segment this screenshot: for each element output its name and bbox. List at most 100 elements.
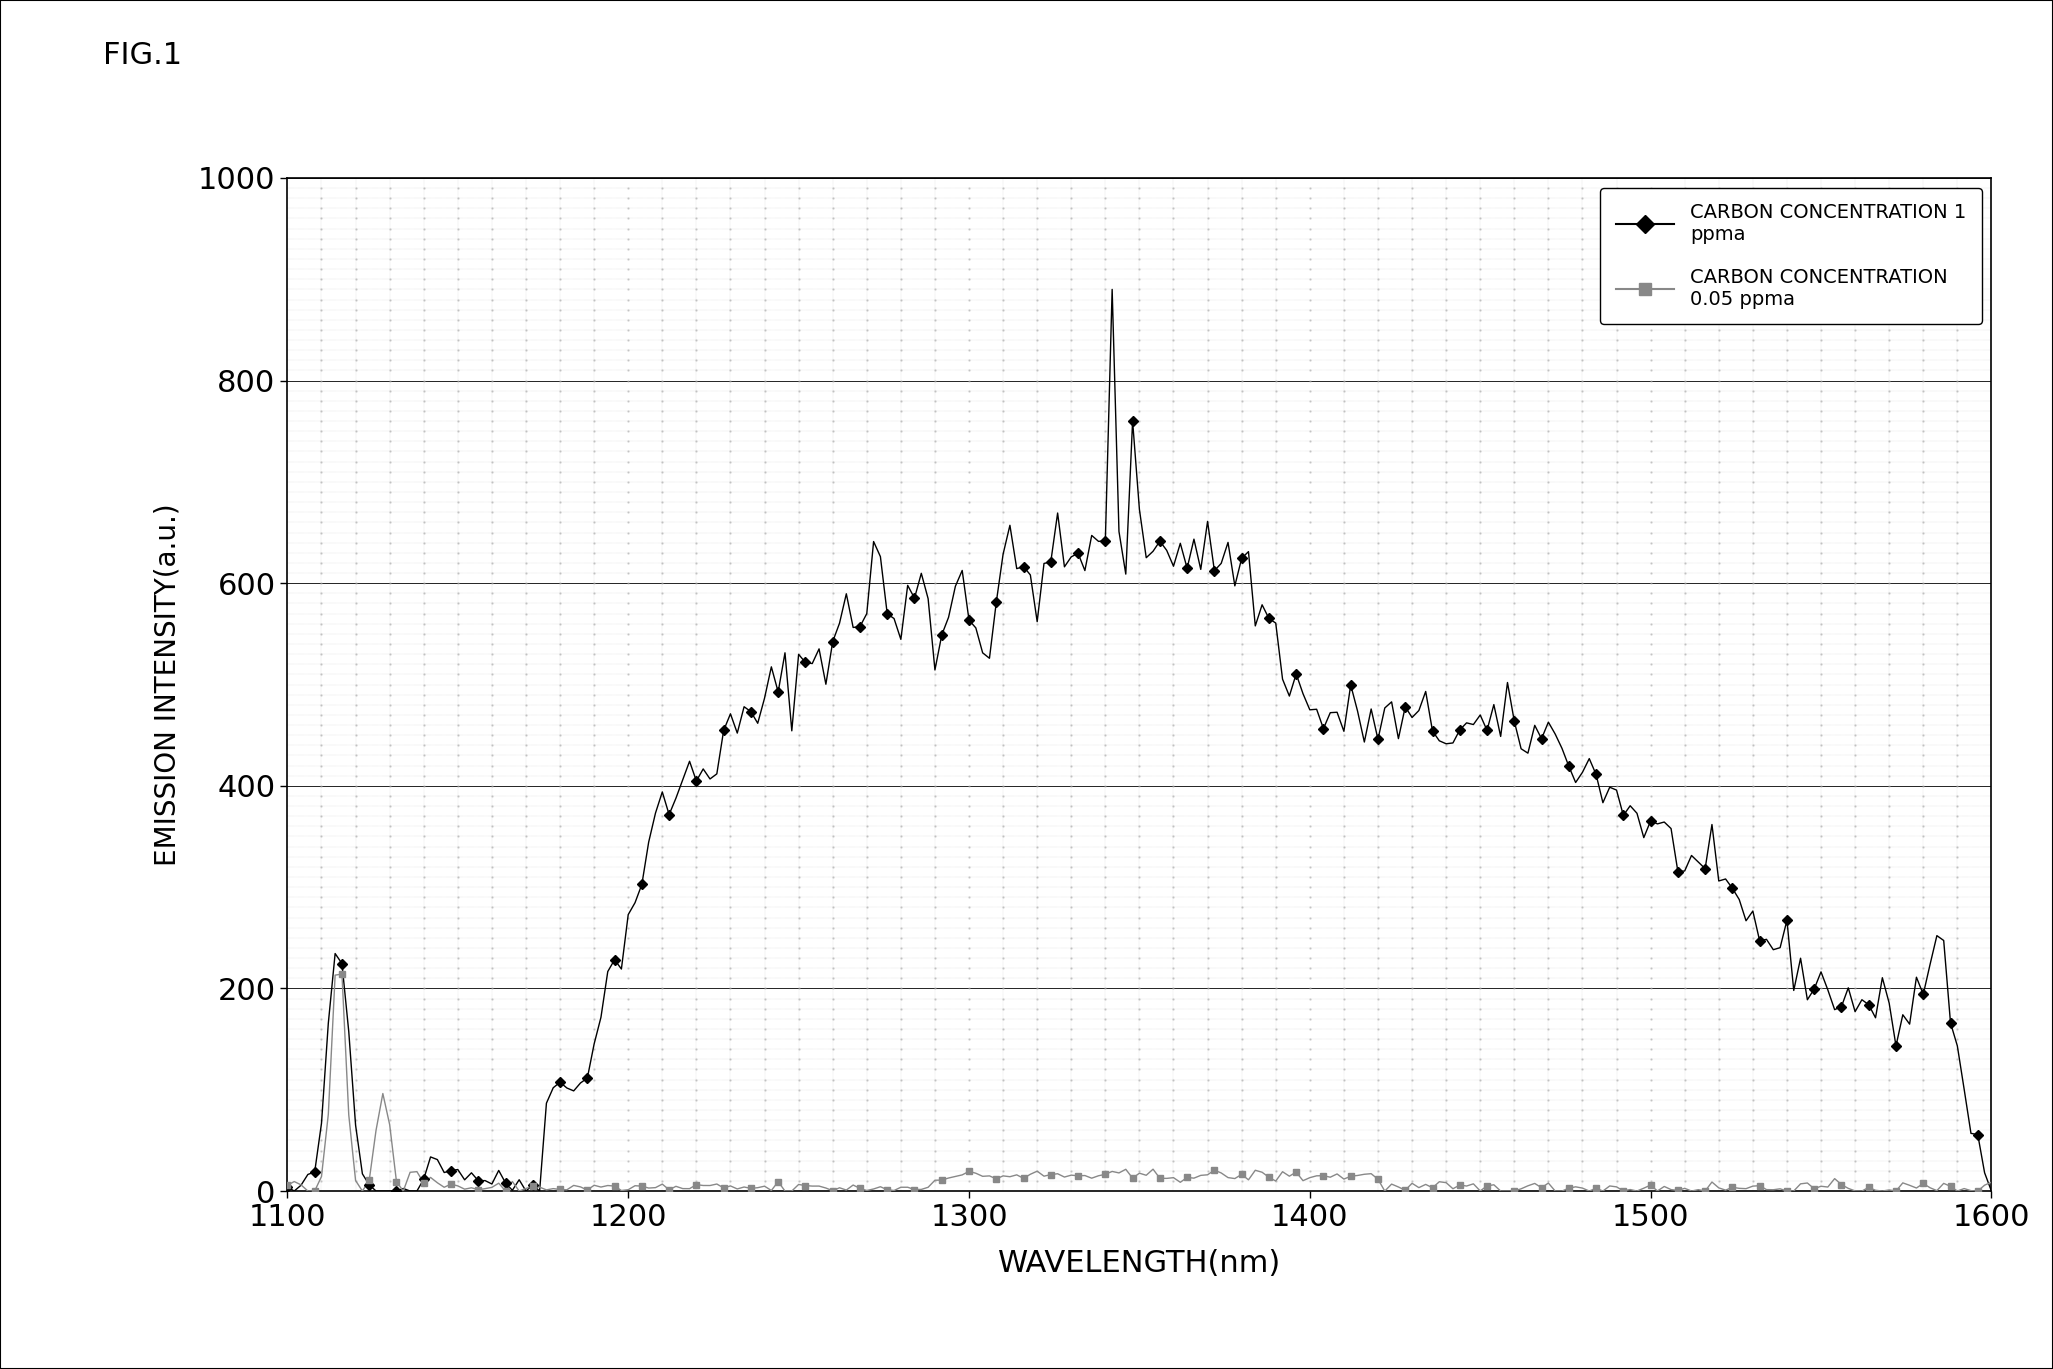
Point — [953, 563, 985, 585]
Point — [714, 1079, 747, 1101]
Point — [509, 329, 542, 350]
Point — [374, 390, 406, 412]
Point — [885, 1058, 918, 1080]
Point — [1464, 745, 1497, 767]
Point — [1158, 319, 1191, 341]
Point — [1669, 704, 1702, 726]
Point — [953, 208, 985, 230]
Point — [306, 653, 339, 675]
Point — [987, 917, 1020, 939]
Point — [577, 826, 610, 847]
Point — [1532, 867, 1564, 888]
Point — [476, 379, 509, 401]
Point — [476, 886, 509, 908]
Point — [1839, 552, 1872, 574]
Point — [1805, 1170, 1837, 1192]
Point — [441, 420, 474, 442]
Point — [1770, 309, 1803, 331]
Point — [1499, 563, 1532, 585]
Point — [850, 876, 883, 898]
Point — [1737, 897, 1770, 919]
Point — [1191, 522, 1224, 543]
Point — [1702, 998, 1735, 1020]
Point — [1907, 846, 1940, 868]
Point — [509, 623, 542, 645]
Point — [374, 1019, 406, 1040]
Point — [1464, 623, 1497, 645]
Point — [1293, 1099, 1326, 1121]
Point — [817, 826, 850, 847]
Point — [1361, 846, 1394, 868]
Point — [406, 856, 439, 878]
Point — [1872, 664, 1905, 686]
Point — [1599, 593, 1632, 615]
Point — [817, 704, 850, 726]
Point — [1158, 238, 1191, 260]
Point — [1191, 704, 1224, 726]
Point — [339, 613, 372, 635]
Point — [306, 715, 339, 737]
Point — [953, 1049, 985, 1071]
Point — [1634, 522, 1667, 543]
Point — [441, 1058, 474, 1080]
Point — [339, 268, 372, 290]
Point — [1258, 1139, 1291, 1161]
Point — [1702, 745, 1735, 767]
Point — [441, 1049, 474, 1071]
Point — [782, 430, 815, 452]
Point — [987, 309, 1020, 331]
Point — [1737, 582, 1770, 604]
Point — [1055, 177, 1088, 199]
Point — [1123, 1139, 1156, 1161]
Point — [1429, 218, 1462, 240]
Point — [1429, 390, 1462, 412]
Point — [1361, 784, 1394, 806]
Point — [714, 238, 747, 260]
Point — [1361, 1038, 1394, 1060]
Point — [374, 1160, 406, 1181]
Point — [1805, 886, 1837, 908]
Point — [1770, 501, 1803, 523]
Point — [1328, 1028, 1361, 1050]
Point — [1634, 835, 1667, 857]
Point — [1805, 1049, 1837, 1071]
Point — [1805, 450, 1837, 472]
Point — [1123, 745, 1156, 767]
Point — [612, 1038, 645, 1060]
Point — [1907, 197, 1940, 219]
Point — [577, 501, 610, 523]
Point — [850, 188, 883, 209]
Point — [1940, 704, 1973, 726]
Point — [747, 775, 780, 797]
Point — [1088, 572, 1121, 594]
Point — [577, 694, 610, 716]
Point — [1020, 734, 1053, 756]
Point — [1361, 715, 1394, 737]
Point — [1226, 1079, 1258, 1101]
Point — [1429, 298, 1462, 320]
Point — [374, 208, 406, 230]
Point — [1429, 289, 1462, 311]
Point — [987, 968, 1020, 990]
Point — [577, 816, 610, 838]
Point — [1293, 977, 1326, 999]
Point — [1464, 420, 1497, 442]
Point — [953, 238, 985, 260]
Point — [476, 218, 509, 240]
Point — [1464, 522, 1497, 543]
Point — [1123, 724, 1156, 746]
Point — [1020, 248, 1053, 270]
Point — [1055, 227, 1088, 249]
Point — [1088, 816, 1121, 838]
Point — [1226, 1109, 1258, 1131]
Point — [1805, 917, 1837, 939]
Point — [1191, 1069, 1224, 1091]
Point — [1599, 319, 1632, 341]
Point — [1839, 784, 1872, 806]
Point — [406, 512, 439, 534]
Point — [1158, 1150, 1191, 1172]
Point — [987, 856, 1020, 878]
Point — [1055, 259, 1088, 281]
Point — [1464, 582, 1497, 604]
Point — [782, 1139, 815, 1161]
